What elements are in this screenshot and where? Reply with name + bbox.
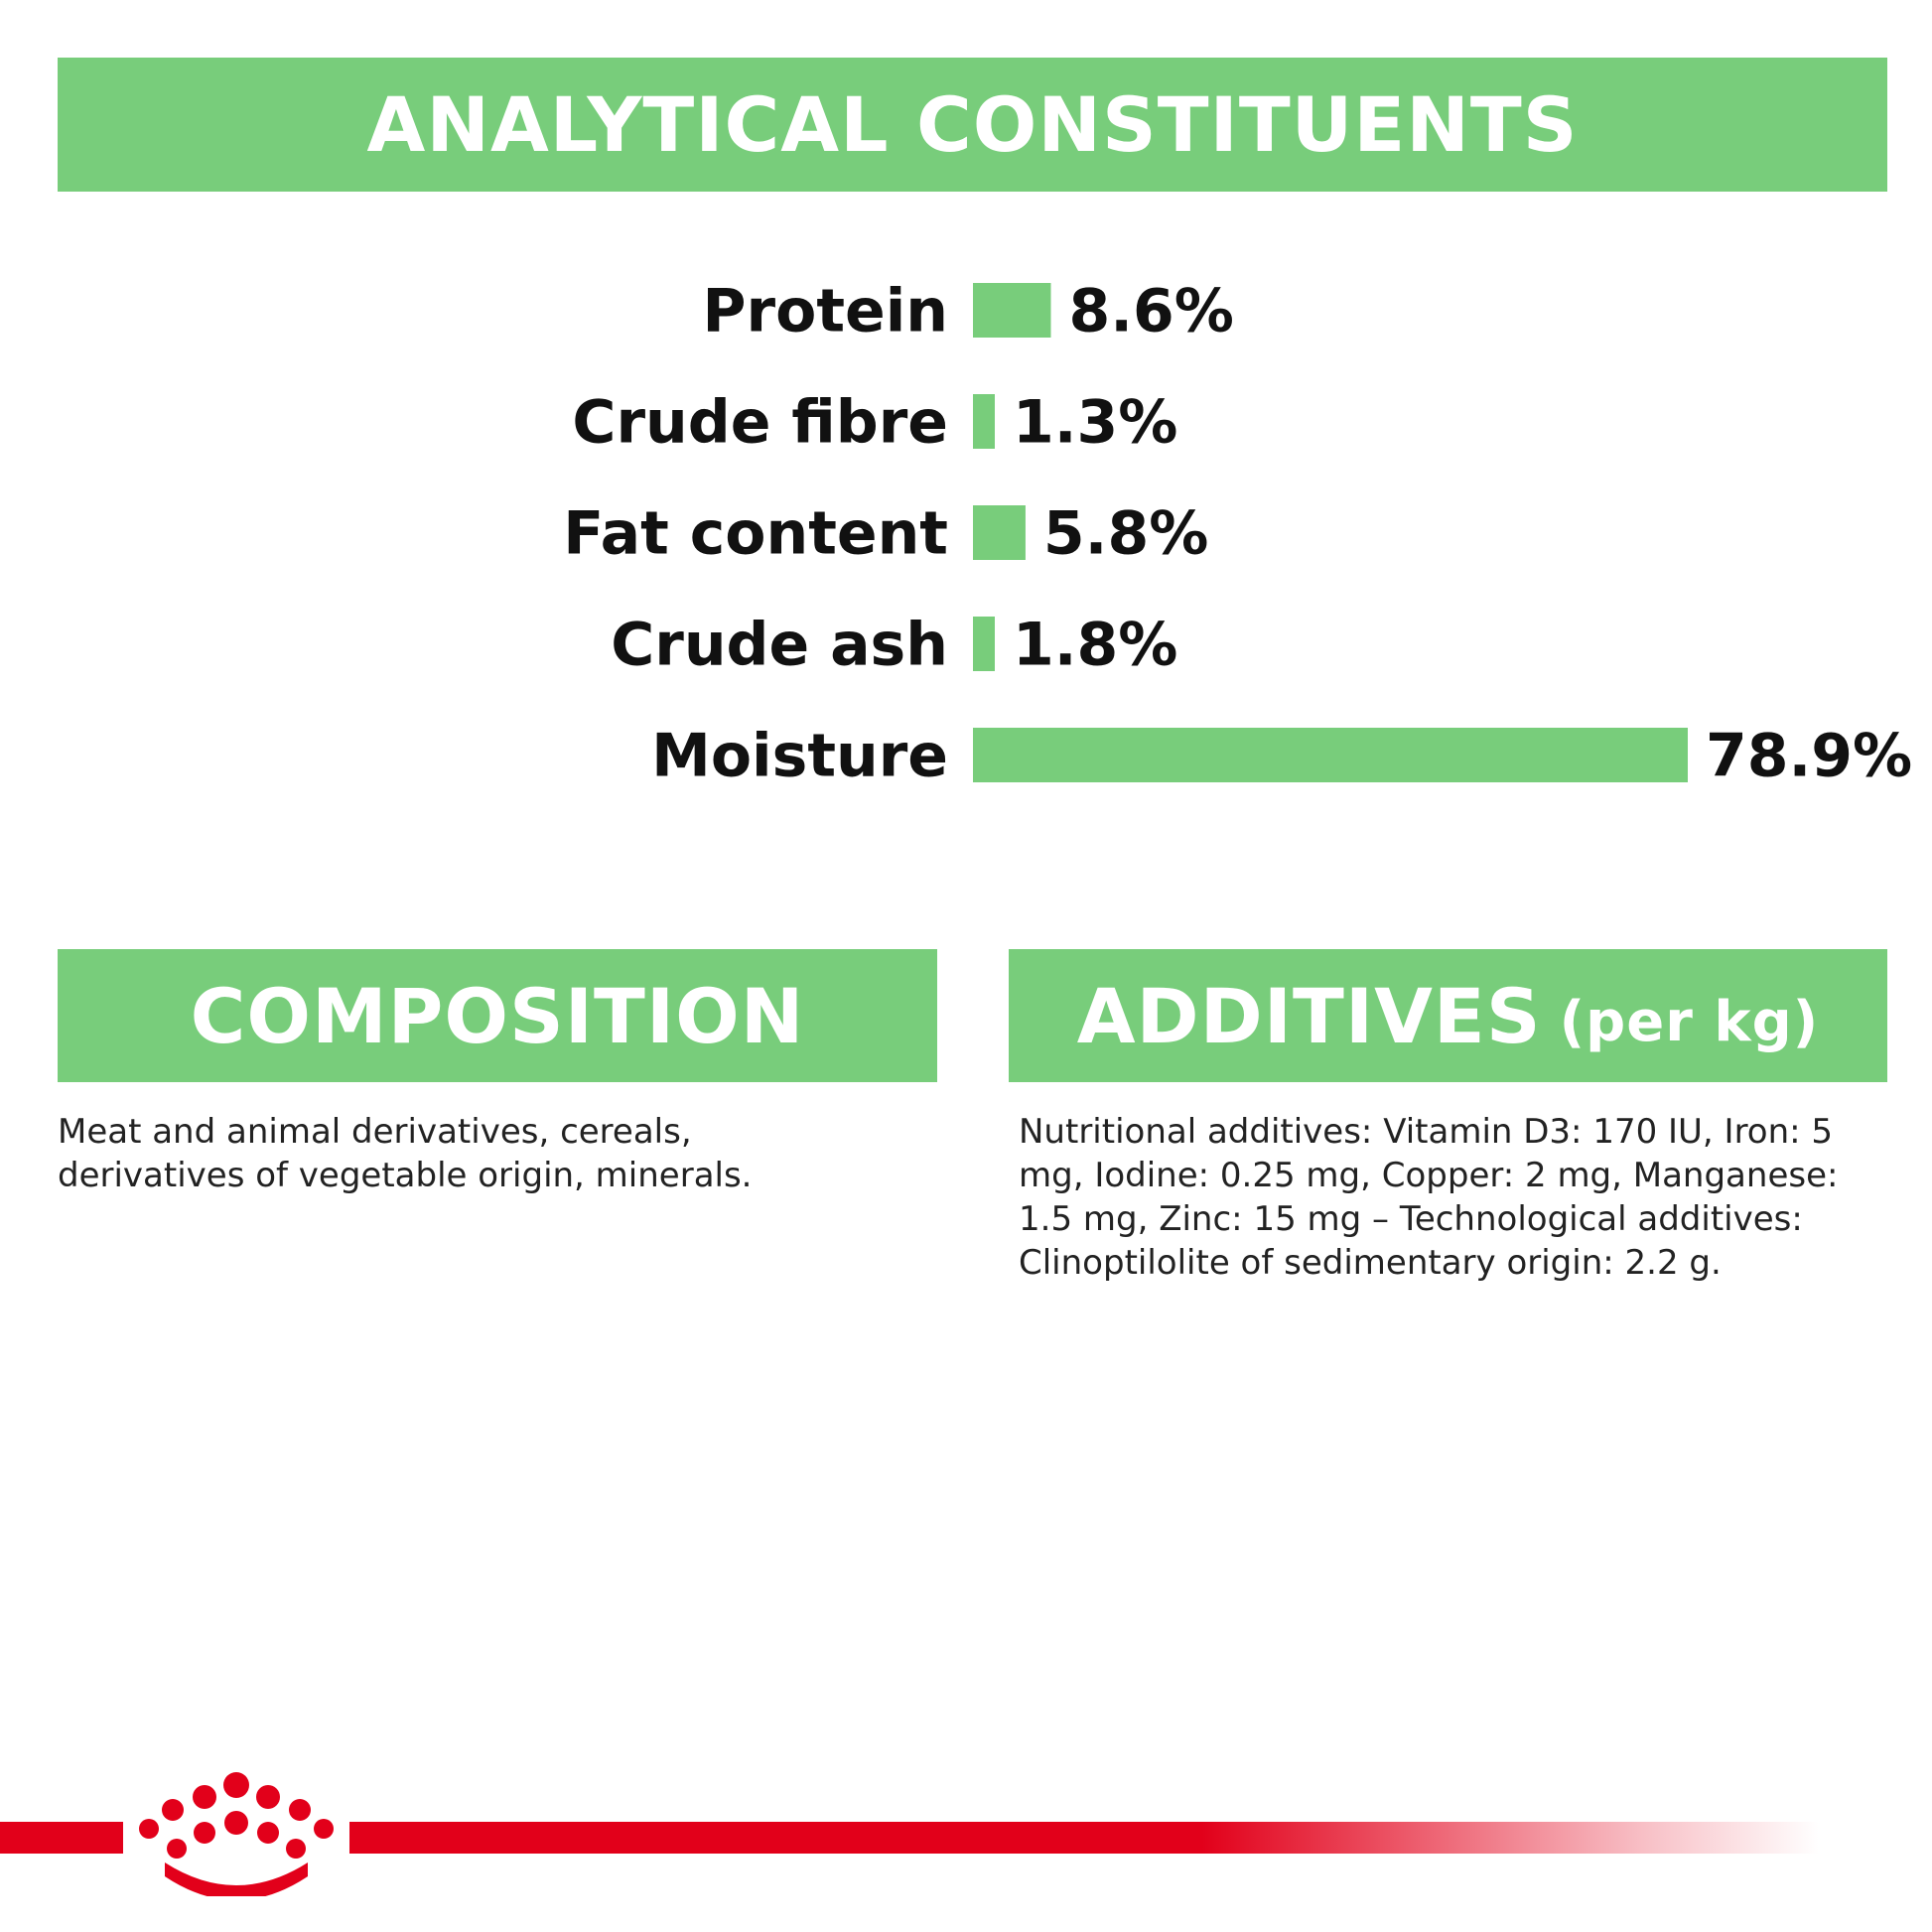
value-label: 1.8% xyxy=(1013,611,1177,680)
analytical-heading-text: ANALYTICAL CONSTITUENTS xyxy=(366,80,1579,169)
analytical-constituents-heading: ANALYTICAL CONSTITUENTS xyxy=(58,58,1887,192)
category-label: Protein xyxy=(703,277,948,346)
bar xyxy=(973,283,1051,338)
composition-heading: COMPOSITION xyxy=(58,949,937,1082)
brand-footer xyxy=(0,1767,1932,1906)
category-label: Crude fibre xyxy=(572,388,948,458)
category-label: Crude ash xyxy=(611,611,948,680)
bar xyxy=(973,505,1026,560)
bar xyxy=(973,394,995,449)
bar xyxy=(973,617,995,671)
footer-stripe-left xyxy=(0,1822,123,1854)
value-label: 8.6% xyxy=(1068,277,1233,346)
additives-heading-text: ADDITIVES xyxy=(1076,971,1542,1060)
category-label: Fat content xyxy=(563,499,948,569)
additives-text: Nutritional additives: Vitamin D3: 170 I… xyxy=(1019,1112,1839,1283)
bar xyxy=(973,728,1688,782)
value-label: 5.8% xyxy=(1043,499,1208,569)
value-label: 1.3% xyxy=(1013,388,1177,458)
composition-heading-text: COMPOSITION xyxy=(190,971,805,1060)
royal-canin-crown-icon xyxy=(139,1772,334,1896)
additives-heading: ADDITIVES (per kg) xyxy=(1009,949,1887,1082)
value-label: 78.9% xyxy=(1706,722,1912,791)
additives-heading-suffix: (per kg) xyxy=(1559,989,1820,1054)
analytical-constituents-chart: Protein 8.6% Crude fibre 1.3% Fat content 5.8… xyxy=(0,258,1932,814)
composition-text: Meat and animal derivatives, cereals, de… xyxy=(58,1112,753,1195)
footer-stripe-right xyxy=(349,1822,1819,1854)
category-label: Moisture xyxy=(651,722,948,791)
chart-svg: Protein 8.6% Crude fibre 1.3% Fat content 5.8… xyxy=(563,277,1912,791)
